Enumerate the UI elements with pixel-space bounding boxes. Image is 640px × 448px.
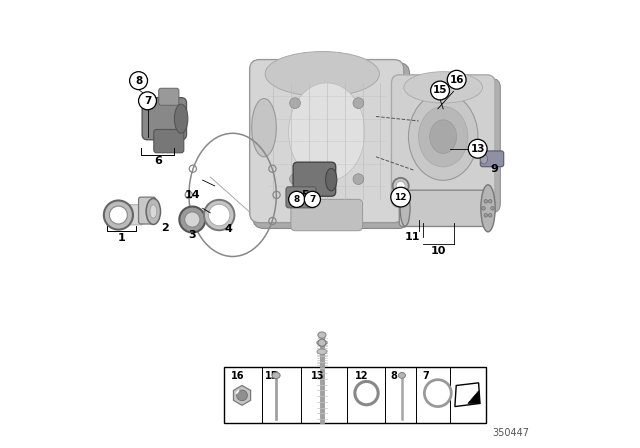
FancyBboxPatch shape bbox=[481, 151, 504, 167]
Circle shape bbox=[431, 81, 449, 100]
Circle shape bbox=[139, 92, 157, 110]
Ellipse shape bbox=[392, 178, 409, 194]
Text: 7: 7 bbox=[422, 371, 429, 381]
Ellipse shape bbox=[318, 332, 326, 338]
Circle shape bbox=[484, 214, 488, 217]
Polygon shape bbox=[234, 385, 251, 405]
Ellipse shape bbox=[430, 120, 457, 153]
Text: 7: 7 bbox=[309, 195, 316, 204]
Ellipse shape bbox=[400, 190, 410, 226]
Ellipse shape bbox=[318, 339, 326, 346]
FancyBboxPatch shape bbox=[224, 367, 486, 423]
Text: 8: 8 bbox=[390, 371, 397, 381]
Ellipse shape bbox=[398, 373, 406, 378]
Ellipse shape bbox=[150, 205, 157, 218]
Text: 7: 7 bbox=[144, 96, 151, 106]
Ellipse shape bbox=[252, 99, 276, 157]
Ellipse shape bbox=[104, 201, 133, 230]
Circle shape bbox=[447, 70, 466, 89]
Ellipse shape bbox=[289, 83, 365, 181]
Ellipse shape bbox=[209, 204, 230, 226]
Circle shape bbox=[491, 207, 494, 210]
FancyBboxPatch shape bbox=[286, 187, 316, 208]
Text: 16: 16 bbox=[231, 371, 244, 381]
Circle shape bbox=[129, 72, 148, 90]
Text: 15: 15 bbox=[433, 86, 447, 95]
Text: 14: 14 bbox=[184, 190, 200, 200]
Circle shape bbox=[482, 207, 485, 210]
Ellipse shape bbox=[404, 72, 483, 103]
Ellipse shape bbox=[317, 349, 327, 354]
FancyBboxPatch shape bbox=[139, 197, 156, 224]
Text: 8: 8 bbox=[294, 195, 300, 204]
Circle shape bbox=[289, 191, 305, 207]
FancyBboxPatch shape bbox=[293, 162, 336, 196]
Text: 15: 15 bbox=[265, 371, 278, 381]
Ellipse shape bbox=[265, 52, 380, 96]
Text: 350447: 350447 bbox=[493, 428, 530, 438]
Text: 5: 5 bbox=[301, 190, 309, 200]
Ellipse shape bbox=[419, 107, 468, 167]
FancyBboxPatch shape bbox=[291, 199, 362, 231]
FancyBboxPatch shape bbox=[253, 63, 410, 228]
FancyBboxPatch shape bbox=[142, 98, 186, 140]
Text: 13: 13 bbox=[470, 144, 485, 154]
Ellipse shape bbox=[408, 93, 478, 180]
Circle shape bbox=[488, 214, 492, 217]
Circle shape bbox=[290, 174, 300, 185]
Text: 13: 13 bbox=[311, 371, 324, 381]
Text: 4: 4 bbox=[224, 224, 232, 234]
Circle shape bbox=[237, 390, 248, 401]
Text: 11: 11 bbox=[404, 232, 420, 241]
Ellipse shape bbox=[396, 181, 405, 190]
Ellipse shape bbox=[146, 198, 161, 224]
Text: 1: 1 bbox=[118, 233, 125, 243]
Text: 3: 3 bbox=[189, 230, 196, 240]
Text: 12: 12 bbox=[394, 193, 407, 202]
Ellipse shape bbox=[185, 212, 200, 227]
Text: 8: 8 bbox=[135, 76, 142, 86]
FancyBboxPatch shape bbox=[392, 75, 495, 207]
Circle shape bbox=[488, 199, 492, 203]
Circle shape bbox=[353, 174, 364, 185]
Ellipse shape bbox=[317, 340, 327, 345]
Polygon shape bbox=[468, 391, 480, 404]
Circle shape bbox=[305, 191, 321, 207]
Circle shape bbox=[484, 199, 488, 203]
Text: 10: 10 bbox=[431, 246, 447, 256]
FancyBboxPatch shape bbox=[159, 88, 179, 105]
Text: 6: 6 bbox=[154, 156, 162, 166]
Circle shape bbox=[468, 139, 487, 158]
Text: 16: 16 bbox=[449, 75, 464, 85]
FancyBboxPatch shape bbox=[399, 190, 492, 226]
Ellipse shape bbox=[179, 207, 205, 233]
Text: 9: 9 bbox=[490, 164, 498, 174]
Text: 2: 2 bbox=[161, 224, 170, 233]
Ellipse shape bbox=[204, 200, 234, 230]
Ellipse shape bbox=[109, 206, 127, 224]
FancyBboxPatch shape bbox=[395, 78, 500, 213]
FancyBboxPatch shape bbox=[154, 129, 184, 153]
Circle shape bbox=[353, 98, 364, 108]
Ellipse shape bbox=[272, 372, 280, 379]
Circle shape bbox=[290, 98, 300, 108]
Text: 12: 12 bbox=[355, 371, 369, 381]
Circle shape bbox=[391, 187, 410, 207]
Ellipse shape bbox=[326, 168, 337, 191]
Ellipse shape bbox=[481, 154, 488, 164]
Ellipse shape bbox=[174, 104, 188, 134]
FancyBboxPatch shape bbox=[125, 205, 143, 225]
FancyBboxPatch shape bbox=[250, 60, 404, 223]
Ellipse shape bbox=[481, 185, 495, 232]
